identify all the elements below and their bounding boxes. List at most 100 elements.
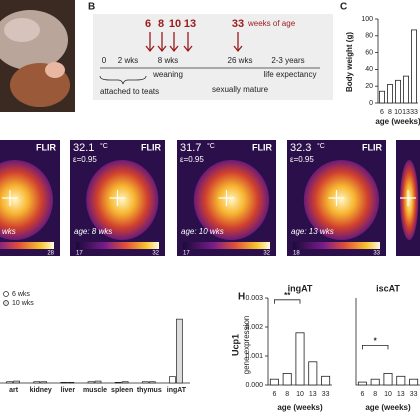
age-label: 13: [184, 18, 196, 30]
x-tick-label: spleen: [111, 387, 133, 394]
x-tick-label: 8: [285, 391, 289, 398]
x-tick-label: 10: [384, 391, 392, 398]
thermal-images: °C FLIR wks 28 32.1 °C FLIR ε=0.95 age: 8 wks 17 3…: [0, 140, 420, 257]
age-label: wks: [2, 227, 16, 236]
temp-unit: °C: [207, 142, 215, 150]
scale-min: 17: [183, 251, 190, 257]
bar: [396, 375, 406, 386]
x-tick-label: 33: [322, 391, 330, 398]
temperature: 32.1: [73, 142, 94, 154]
timeline-label: 2-3 years: [271, 56, 304, 65]
crosshair: [328, 190, 345, 206]
bar: [357, 381, 367, 386]
age-label: 10: [169, 18, 181, 30]
flir-logo: FLIR: [252, 142, 272, 152]
timeline-box: [93, 14, 333, 100]
bar: [411, 29, 417, 104]
bar: [169, 376, 176, 384]
crosshair: [218, 190, 235, 206]
weaning-label: weaning: [152, 70, 183, 79]
x-axis-label: age (weeks): [277, 403, 323, 412]
y-tick-label: 20: [365, 83, 373, 90]
age-arrows: [145, 32, 243, 53]
bar: [94, 380, 102, 384]
crosshair: [400, 190, 416, 206]
color-bar: [183, 242, 270, 249]
y-tick-label: 0.003: [245, 295, 263, 302]
flir-logo: FLIR: [362, 142, 382, 152]
emissivity: ε=0.95: [180, 155, 204, 164]
heat-blob: [193, 160, 270, 240]
attached-label: attached to teats: [100, 87, 159, 96]
y-axis-label: gene expression: [242, 316, 251, 375]
bar: [141, 381, 149, 384]
scale-max: 32: [152, 251, 159, 257]
panel-b: B 6 8 10 13 33 weeks of age 0 2 wks 8 wk…: [88, 2, 333, 100]
panel-label: H: [238, 292, 245, 303]
flir-logo: FLIR: [141, 142, 161, 152]
y-axis-label: Ucp1: [230, 334, 240, 356]
x-tick-label: 8: [388, 109, 392, 116]
panel-label: C: [340, 2, 347, 13]
bar: [282, 372, 292, 386]
emissivity: ε=0.95: [290, 155, 314, 164]
bar: [67, 382, 75, 384]
heat-blob: [86, 160, 159, 240]
mouse-photo: [0, 0, 75, 112]
x-tick-label: 33: [410, 109, 418, 116]
bar: [379, 90, 385, 104]
age-label: 6: [145, 18, 151, 30]
legend-marker: [3, 300, 9, 306]
panel-c: C Body weight (g) age (weeks) 0 20 40 60 80 1…: [340, 2, 420, 126]
timeline-label: 0: [102, 56, 107, 65]
x-tick-label: ingAT: [167, 387, 187, 394]
bar: [40, 381, 48, 384]
x-tick-label: liver: [61, 387, 76, 394]
timeline-label: 8 wks: [158, 56, 178, 65]
color-bar: [0, 242, 54, 249]
axis: [355, 298, 420, 386]
bar: [387, 84, 393, 104]
tissue-chart: art kidney liver muscle spleen thymus ingAT 6 w…: [0, 291, 190, 394]
temp-unit: °C: [100, 142, 108, 150]
heat-blob: [0, 160, 53, 240]
temperature: 31.7: [180, 142, 201, 154]
temperature: 32.3: [290, 142, 311, 154]
panel-label: B: [88, 2, 95, 13]
bar: [370, 378, 380, 386]
crosshair: [2, 190, 18, 206]
chart-title: iscAT: [376, 283, 400, 293]
bar: [395, 79, 401, 104]
legend-marker: [3, 291, 9, 297]
x-tick-label: 10: [394, 109, 402, 116]
life-expectancy: life expectancy: [264, 70, 317, 79]
bar: [269, 378, 279, 386]
emissivity: ε=0.95: [73, 155, 97, 164]
legend-label: 6 wks: [12, 291, 30, 298]
age-label: age: 8 wks: [74, 227, 112, 236]
chart-title: ingAT: [288, 283, 313, 293]
bar: [121, 381, 129, 384]
y-tick-label: 0.000: [245, 382, 263, 389]
brace: [99, 75, 147, 85]
y-axis-label: Body weight (g): [345, 32, 354, 92]
scale-min: 18: [293, 251, 300, 257]
x-tick-label: 13: [397, 391, 405, 398]
bar: [308, 361, 318, 386]
age-label: age: 10 wks: [181, 227, 224, 236]
bar: [383, 372, 393, 386]
timeline-label: 2 wks: [118, 56, 138, 65]
panel-h: H Ucp1 gene expression 0.000 0.001 0.002 0.…: [230, 283, 420, 412]
legend-label: 10 wks: [12, 300, 34, 307]
x-tick-label: 6: [360, 391, 364, 398]
bar: [60, 382, 68, 384]
y-tick-label: 0.002: [245, 324, 263, 331]
mature-label: sexually mature: [212, 85, 269, 94]
bar: [33, 381, 41, 384]
bar: [409, 378, 419, 386]
y-tick-label: 0: [369, 100, 373, 107]
bar: [148, 381, 156, 384]
crosshair: [109, 190, 126, 206]
y-tick-label: 80: [365, 33, 373, 40]
